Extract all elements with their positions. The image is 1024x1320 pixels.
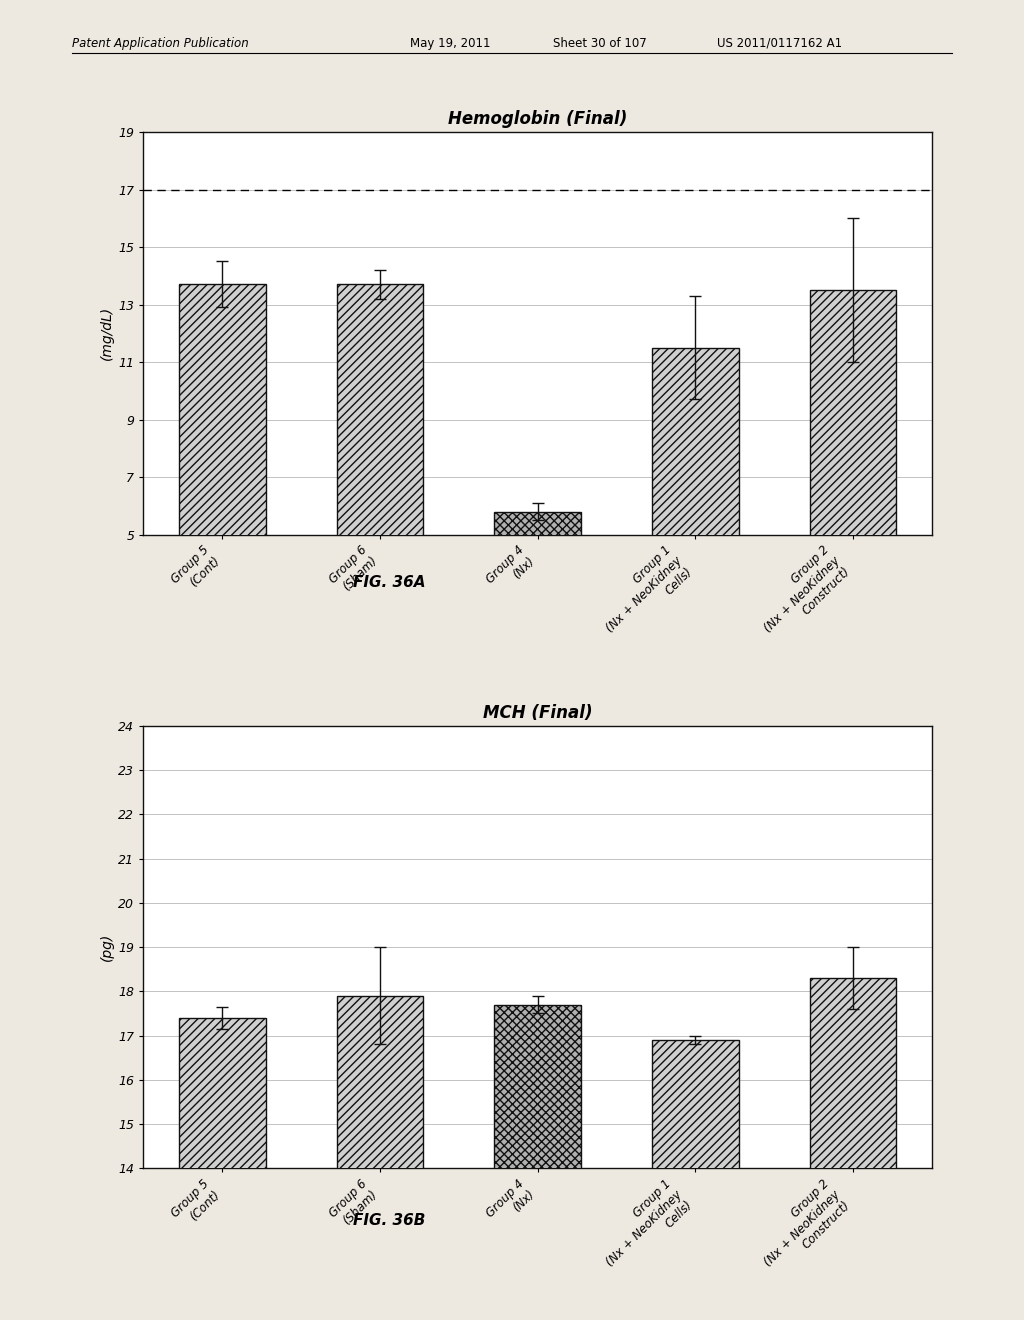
Y-axis label: (mg/dL): (mg/dL)	[100, 306, 114, 360]
Title: Hemoglobin (Final): Hemoglobin (Final)	[447, 110, 628, 128]
Text: FIG. 36B: FIG. 36B	[353, 1213, 425, 1228]
Bar	[652, 1040, 738, 1320]
Text: FIG. 36A: FIG. 36A	[353, 576, 425, 590]
Bar	[652, 347, 738, 678]
Bar	[337, 284, 423, 678]
Text: US 2011/0117162 A1: US 2011/0117162 A1	[717, 37, 842, 50]
Bar	[179, 1018, 265, 1320]
Title: MCH (Final): MCH (Final)	[482, 704, 593, 722]
Y-axis label: (pg): (pg)	[100, 933, 114, 961]
Text: Patent Application Publication: Patent Application Publication	[72, 37, 249, 50]
Text: Sheet 30 of 107: Sheet 30 of 107	[553, 37, 647, 50]
Bar	[179, 284, 265, 678]
Bar	[337, 995, 423, 1320]
Bar	[495, 1005, 581, 1320]
Bar	[495, 512, 581, 678]
Bar	[810, 978, 896, 1320]
Bar	[810, 290, 896, 678]
Text: May 19, 2011: May 19, 2011	[410, 37, 490, 50]
